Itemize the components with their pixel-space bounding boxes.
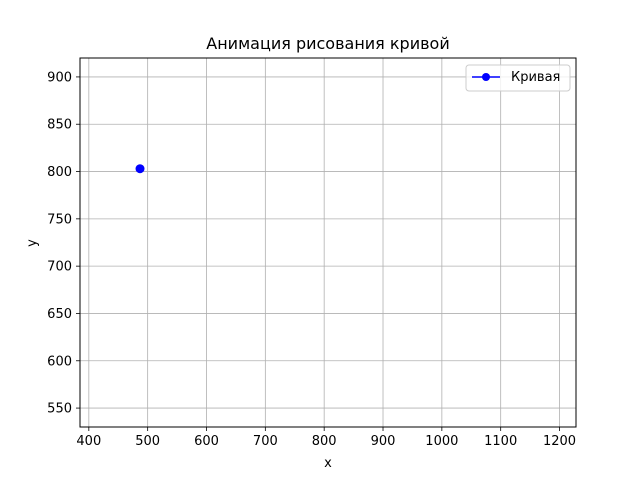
- x-tick-label: 1100: [484, 434, 517, 449]
- x-tick-label: 600: [194, 434, 219, 449]
- legend-marker: [482, 73, 490, 81]
- x-axis-label: x: [324, 456, 332, 471]
- y-tick-label: 800: [47, 165, 72, 180]
- x-tick-label: 1200: [543, 434, 576, 449]
- y-axis-label: y: [25, 239, 40, 247]
- y-tick-label: 750: [47, 212, 72, 227]
- y-tick-label: 700: [47, 260, 72, 275]
- x-tick-label: 900: [371, 434, 396, 449]
- x-tick-label: 400: [76, 434, 101, 449]
- chart-title: Анимация рисования кривой: [206, 34, 449, 53]
- series-layer: [135, 164, 145, 174]
- y-tick-label: 600: [47, 354, 72, 369]
- x-axis-ticks: 400 500 600 700 800 900 1000 1100 1200: [76, 427, 576, 449]
- x-tick-label: 1000: [425, 434, 458, 449]
- x-tick-label: 800: [312, 434, 337, 449]
- x-tick-label: 500: [135, 434, 160, 449]
- legend-label: Кривая: [511, 70, 560, 85]
- grid: [80, 58, 576, 427]
- y-axis-ticks: 550 600 650 700 750 800 850 900: [47, 70, 80, 417]
- plot-frame: [79, 57, 577, 428]
- data-point: [135, 164, 145, 174]
- y-tick-label: 650: [47, 307, 72, 322]
- x-tick-label: 700: [253, 434, 278, 449]
- y-tick-label: 850: [47, 118, 72, 133]
- y-tick-label: 900: [47, 70, 72, 85]
- legend: Кривая: [465, 64, 571, 92]
- legend-box: [465, 64, 571, 92]
- y-tick-label: 550: [47, 402, 72, 417]
